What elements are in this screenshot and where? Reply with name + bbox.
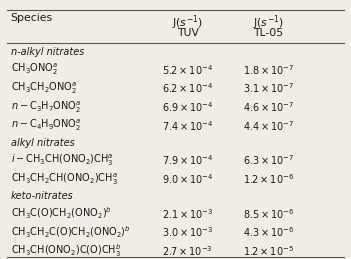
Text: CH$_3$CH$_2$CH(ONO$_2$)CH$_3^a$: CH$_3$CH$_2$CH(ONO$_2$)CH$_3^a$ bbox=[11, 171, 118, 187]
Text: CH$_3$CH$_2$C(O)CH$_2$(ONO$_2$)$^b$: CH$_3$CH$_2$C(O)CH$_2$(ONO$_2$)$^b$ bbox=[11, 225, 130, 240]
Text: $5.2\times10^{-4}$: $5.2\times10^{-4}$ bbox=[162, 63, 213, 77]
Text: J($s^{-1}$): J($s^{-1}$) bbox=[253, 13, 284, 32]
Text: $9.0\times10^{-4}$: $9.0\times10^{-4}$ bbox=[162, 172, 214, 186]
Text: $6.2\times10^{-4}$: $6.2\times10^{-4}$ bbox=[162, 82, 213, 95]
Text: $7.9\times10^{-4}$: $7.9\times10^{-4}$ bbox=[162, 154, 214, 167]
Text: n-alkyl nitrates: n-alkyl nitrates bbox=[11, 47, 84, 57]
Text: $1.2\times10^{-5}$: $1.2\times10^{-5}$ bbox=[243, 244, 294, 258]
Text: $n-$C$_4$H$_9$ONO$_2^a$: $n-$C$_4$H$_9$ONO$_2^a$ bbox=[11, 118, 81, 133]
Text: CH$_3$C(O)CH$_2$(ONO$_2$)$^b$: CH$_3$C(O)CH$_2$(ONO$_2$)$^b$ bbox=[11, 206, 112, 221]
Text: CH$_3$ONO$_2^a$: CH$_3$ONO$_2^a$ bbox=[11, 62, 58, 77]
Text: $1.2\times10^{-6}$: $1.2\times10^{-6}$ bbox=[243, 172, 294, 186]
Text: $8.5\times10^{-6}$: $8.5\times10^{-6}$ bbox=[243, 207, 294, 221]
Text: $4.3\times10^{-6}$: $4.3\times10^{-6}$ bbox=[243, 226, 294, 239]
Text: $2.1\times10^{-3}$: $2.1\times10^{-3}$ bbox=[162, 207, 213, 221]
Text: $7.4\times10^{-4}$: $7.4\times10^{-4}$ bbox=[162, 119, 214, 133]
Text: $4.6\times10^{-7}$: $4.6\times10^{-7}$ bbox=[243, 100, 294, 114]
Text: keto-nitrates: keto-nitrates bbox=[11, 191, 73, 202]
Text: $6.3\times10^{-7}$: $6.3\times10^{-7}$ bbox=[243, 154, 294, 167]
Text: Species: Species bbox=[11, 13, 53, 23]
Text: TUV: TUV bbox=[177, 28, 199, 38]
Text: $n-$C$_3$H$_7$ONO$_2^a$: $n-$C$_3$H$_7$ONO$_2^a$ bbox=[11, 99, 81, 115]
Text: $3.0\times10^{-3}$: $3.0\times10^{-3}$ bbox=[162, 226, 213, 239]
Text: $4.4\times10^{-7}$: $4.4\times10^{-7}$ bbox=[243, 119, 294, 133]
Text: alkyl nitrates: alkyl nitrates bbox=[11, 138, 74, 148]
Text: TL-05: TL-05 bbox=[253, 28, 284, 38]
Text: $i-$CH$_3$CH(ONO$_2$)CH$_3^a$: $i-$CH$_3$CH(ONO$_2$)CH$_3^a$ bbox=[11, 153, 113, 168]
Text: $2.7\times10^{-3}$: $2.7\times10^{-3}$ bbox=[163, 244, 213, 258]
Text: CH$_3$CH$_2$ONO$_2^a$: CH$_3$CH$_2$ONO$_2^a$ bbox=[11, 81, 77, 96]
Text: CH$_3$CH(ONO$_2$)C(O)CH$_3^b$: CH$_3$CH(ONO$_2$)C(O)CH$_3^b$ bbox=[11, 243, 121, 259]
Text: $6.9\times10^{-4}$: $6.9\times10^{-4}$ bbox=[162, 100, 214, 114]
Text: $1.8\times10^{-7}$: $1.8\times10^{-7}$ bbox=[243, 63, 294, 77]
Text: $3.1\times10^{-7}$: $3.1\times10^{-7}$ bbox=[243, 82, 294, 95]
Text: J($s^{-1}$): J($s^{-1}$) bbox=[172, 13, 203, 32]
